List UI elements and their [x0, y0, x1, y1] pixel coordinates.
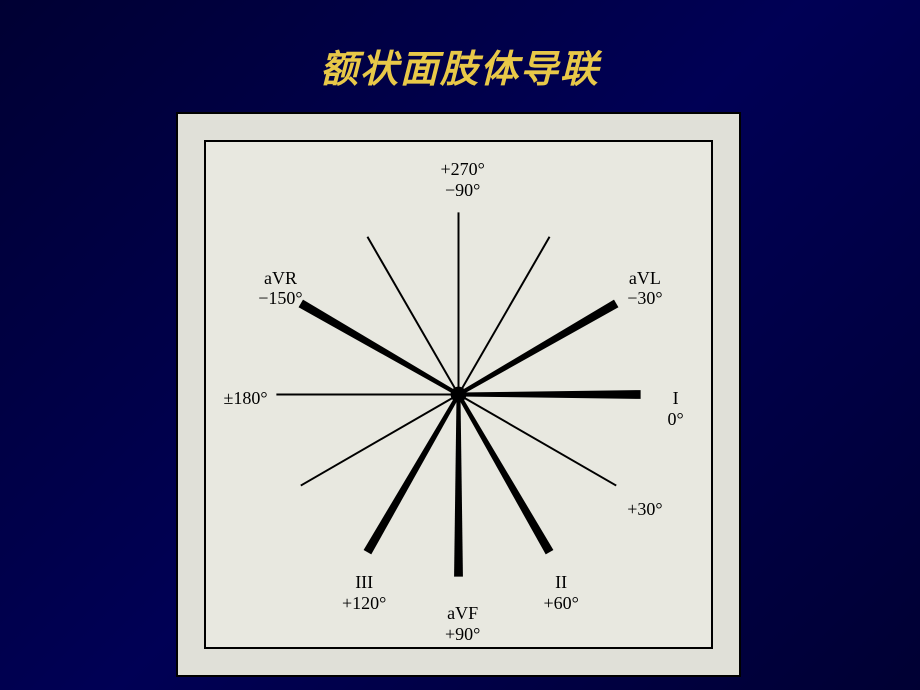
lead-bar-aVR	[299, 300, 460, 397]
slide-title: 额状面肢体导联	[0, 0, 920, 93]
lead-bar-I	[459, 390, 641, 399]
lead-label-III: III +120°	[342, 572, 386, 613]
lead-label-aVR: aVR −150°	[258, 268, 302, 309]
lead-label-aVL: aVL −30°	[627, 268, 662, 309]
figure-frame: I 0° aVL −30° II +60° aVF +90° III +120° aVR …	[176, 112, 741, 677]
lead-label-II: II +60°	[544, 572, 579, 613]
lead-label-top: +270° −90°	[441, 159, 485, 200]
lead-label-p30: +30°	[627, 499, 662, 520]
lead-bar-II	[457, 394, 554, 555]
lead-bar-III	[364, 394, 461, 555]
lead-label-aVF: aVF +90°	[445, 603, 480, 644]
figure-inner-border: I 0° aVL −30° II +60° aVF +90° III +120° aVR …	[204, 140, 713, 649]
lead-label-I: I 0°	[668, 388, 684, 429]
lead-label-p180: ±180°	[224, 388, 268, 409]
center-dot	[451, 387, 467, 403]
lead-bar-aVF	[454, 395, 463, 577]
hexaxial-diagram	[206, 142, 711, 647]
lead-bar-aVL	[458, 300, 619, 397]
